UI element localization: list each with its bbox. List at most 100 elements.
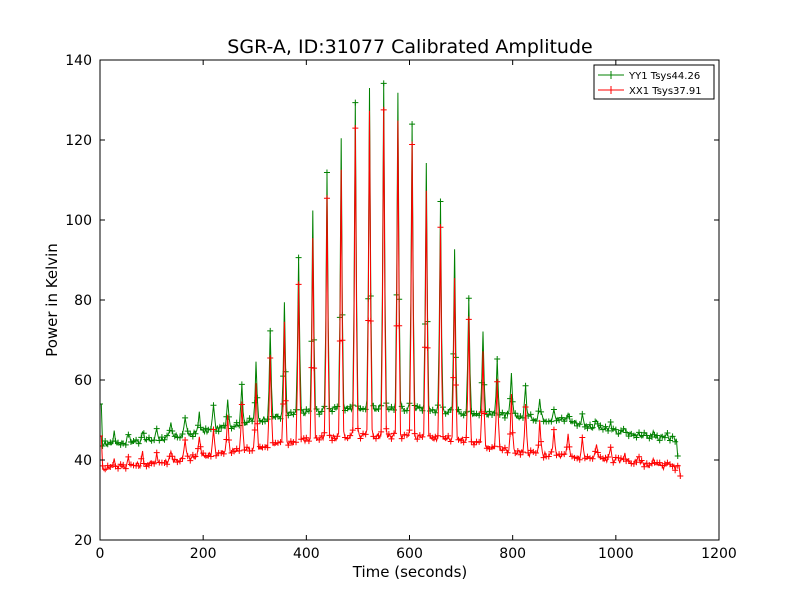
point [607, 418, 614, 425]
point [530, 448, 537, 455]
point [592, 448, 599, 455]
x-tick-label: 800 [499, 546, 526, 562]
point [465, 295, 472, 302]
point [293, 406, 300, 413]
point [158, 434, 165, 441]
point [612, 426, 619, 433]
point [391, 430, 398, 437]
point [249, 447, 256, 454]
legend-marker-1 [607, 86, 615, 94]
legend-label-0: YY1 Tsys44.26 [628, 71, 700, 82]
point [140, 430, 147, 437]
point [666, 437, 673, 444]
point [100, 443, 106, 450]
point [277, 439, 284, 446]
point [362, 431, 369, 438]
point [352, 125, 359, 132]
point [205, 452, 212, 459]
point [200, 450, 207, 457]
point [522, 382, 529, 389]
point [633, 459, 640, 466]
point [323, 195, 330, 202]
point [561, 451, 568, 458]
point [672, 438, 679, 445]
point [571, 454, 578, 461]
point [102, 466, 109, 473]
point [483, 411, 490, 418]
point [187, 457, 194, 464]
point [102, 438, 109, 445]
point [321, 429, 328, 436]
point [491, 443, 498, 450]
point [125, 431, 132, 438]
point [171, 433, 178, 440]
point [440, 404, 447, 411]
point [182, 437, 189, 444]
point [218, 450, 225, 457]
point [486, 408, 493, 415]
point [365, 317, 372, 324]
point [522, 404, 529, 411]
point [538, 438, 545, 445]
point [367, 318, 374, 325]
point [256, 443, 263, 450]
y-axis-label: Power in Kelvin [43, 243, 61, 357]
point [494, 355, 501, 362]
point [599, 455, 606, 462]
point [122, 441, 129, 448]
point [225, 436, 232, 443]
point [215, 428, 222, 435]
point [282, 397, 289, 404]
point [120, 440, 127, 447]
point [656, 459, 663, 466]
point [677, 473, 684, 479]
point [672, 467, 679, 474]
point [115, 465, 122, 472]
point [254, 420, 261, 427]
point [318, 408, 325, 415]
point [107, 439, 114, 446]
point [298, 406, 305, 413]
point [421, 344, 428, 351]
point [496, 443, 503, 450]
point [323, 169, 330, 176]
point [605, 453, 612, 460]
point [504, 449, 511, 456]
point [184, 428, 191, 435]
point [388, 403, 395, 410]
point [300, 435, 307, 442]
x-tick-label: 400 [293, 546, 320, 562]
point [241, 446, 248, 453]
point [305, 438, 312, 445]
point [414, 403, 421, 410]
point [651, 431, 658, 438]
point [411, 430, 418, 437]
point [153, 449, 160, 456]
point [293, 439, 300, 446]
point [504, 410, 511, 417]
point [530, 417, 537, 424]
point [200, 426, 207, 433]
point [161, 436, 168, 443]
point [176, 458, 183, 465]
point [607, 444, 614, 451]
point [455, 436, 462, 443]
point [133, 436, 140, 443]
point [545, 453, 552, 460]
point [380, 80, 387, 87]
point [210, 402, 217, 409]
point [285, 442, 292, 449]
point [339, 337, 346, 344]
point [419, 433, 426, 440]
point [375, 406, 382, 413]
point [318, 432, 325, 439]
point [414, 436, 421, 443]
point [566, 443, 573, 450]
point [156, 437, 163, 444]
point [153, 425, 160, 432]
point [538, 408, 545, 415]
point [458, 410, 465, 417]
point [646, 435, 653, 442]
point [576, 456, 583, 463]
point [267, 355, 274, 362]
